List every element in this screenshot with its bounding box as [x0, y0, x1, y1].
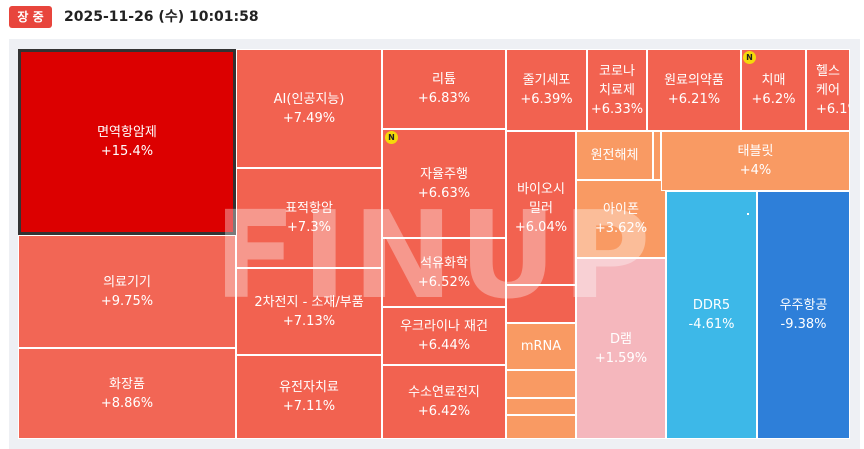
tile-ai[interactable]: AI(인공지능) +7.49% [236, 49, 382, 168]
tile-gene-therapy[interactable]: 유전자치료 +7.11% [236, 355, 382, 439]
tile-raw-pharma[interactable]: 원료의약품 +6.21% [647, 49, 741, 131]
tile-change: +9.75% [100, 293, 154, 309]
tile-change: +6.21% [667, 92, 721, 107]
tile-hydrogen-fuel-cell[interactable]: 수소연료전지 +6.42% [382, 365, 506, 439]
tile-label: 태블릿 [737, 144, 774, 159]
tile-change: +6.04% [514, 219, 568, 235]
tile-change: +15.4% [100, 144, 154, 159]
tile-label: D램 [610, 331, 632, 347]
tile-covid-treatment[interactable]: 코로나 치료제 +6.33% [587, 49, 647, 131]
tile-targeted-therapy[interactable]: 표적항암 +7.3% [236, 168, 382, 268]
tile-change: +7.49% [282, 110, 336, 126]
tile-change: -4.61% [688, 317, 735, 332]
tile-change: +6.83% [417, 91, 471, 106]
tile-label: 리튬 [432, 72, 456, 87]
tile-label: AI(인공지능) [273, 91, 345, 107]
tile-change: +7.3% [287, 220, 331, 235]
tile-change: +6.2% [751, 92, 796, 107]
tile-change: +1.59% [594, 350, 648, 366]
tile-label: 치매 [761, 73, 786, 88]
tile-medical-devices[interactable]: 의료기기 +9.75% [18, 235, 236, 348]
tile-change: +4% [739, 163, 772, 178]
tile-aerospace[interactable]: 우주항공 -9.38% [757, 191, 850, 439]
tile-ddr5[interactable]: DDR5 -4.61% [666, 191, 757, 439]
tile-small-orange-b[interactable] [506, 398, 576, 415]
tile-label: 자율주행 [420, 166, 468, 182]
header-bar: 장 중 2025-11-26 (수) 10:01:58 [0, 0, 864, 36]
tile-immuno-oncology[interactable]: 면역항암제 +15.4% [18, 49, 236, 235]
market-status-badge: 장 중 [9, 6, 52, 28]
tile-nuclear-decommission[interactable]: 원전해체 [576, 131, 653, 180]
tile-change: +6.33% [590, 101, 644, 117]
tile-tablet[interactable]: 태블릿 +4% [661, 131, 850, 191]
tile-biosimilar[interactable]: 바이오시밀러 +6.04% [506, 131, 576, 285]
new-badge-icon: N [743, 51, 756, 64]
tile-change: +7.11% [282, 399, 336, 414]
tile-label: 줄기세포 [522, 73, 571, 88]
tile-label: DDR5 [692, 298, 731, 313]
tile-iphone[interactable]: 아이폰 +3.62% [576, 180, 666, 258]
tile-dram[interactable]: D램 +1.59% [576, 258, 666, 439]
tile-label: 원료의약품 [664, 73, 724, 88]
tile-label: 헬스케어 [816, 63, 840, 98]
theme-treemap: 면역항암제 +15.4% 의료기기 +9.75% 화장품 +8.86% AI(인… [9, 39, 860, 449]
tile-stem-cell[interactable]: 줄기세포 +6.39% [506, 49, 587, 131]
tile-change: +7.13% [282, 313, 336, 329]
tile-small-orange-c[interactable] [506, 415, 576, 439]
tile-petrochemicals[interactable]: 석유화학 +6.52% [382, 238, 506, 307]
tile-change: +6.1% [816, 101, 849, 117]
tile-small-orange-d[interactable] [653, 131, 661, 180]
tile-healthcare[interactable]: 헬스케어 +6.1% [806, 49, 850, 131]
tile-change: +6.63% [417, 185, 471, 201]
tile-label: 의료기기 [103, 274, 151, 290]
tile-change: +3.62% [594, 221, 648, 236]
tile-label: 코로나 치료제 [599, 63, 635, 98]
tile-label: mRNA [520, 339, 562, 354]
tile-label: 바이오시밀러 [517, 181, 565, 216]
tile-label: 2차전지 - 소재/부품 [254, 294, 364, 310]
tile-lithium[interactable]: 리튬 +6.83% [382, 49, 506, 129]
tile-label: 석유화학 [420, 255, 468, 271]
tile-label: 수소연료전지 [408, 385, 480, 400]
tile-ukraine-rebuild[interactable]: 우크라이나 재건 +6.44% [382, 307, 506, 365]
tile-change: +6.42% [417, 404, 471, 419]
tile-label: 우크라이나 재건 [400, 319, 488, 334]
new-badge-icon: N [385, 131, 398, 144]
tile-label: 우주항공 [779, 298, 828, 313]
tile-change: +6.44% [417, 338, 471, 353]
tile-label: 표적항암 [285, 201, 333, 216]
tile-label: 유전자치료 [279, 380, 339, 395]
tile-cosmetics[interactable]: 화장품 +8.86% [18, 348, 236, 439]
tile-change: +6.39% [520, 92, 573, 107]
tile-secondary-battery[interactable]: 2차전지 - 소재/부품 +7.13% [236, 268, 382, 355]
tile-label: 화장품 [109, 376, 145, 392]
tile-mrna[interactable]: mRNA [506, 323, 576, 370]
tile-change: -9.38% [780, 317, 827, 332]
tile-label: 아이폰 [603, 202, 639, 217]
tile-small-red-a[interactable] [506, 285, 576, 323]
tile-change: +6.52% [417, 274, 471, 290]
tile-autonomous-driving[interactable]: 자율주행 +6.63% [382, 129, 506, 238]
tile-label: 면역항암제 [97, 125, 157, 140]
marker-dot [747, 213, 749, 215]
tile-change: +8.86% [100, 395, 154, 411]
tile-label: 원전해체 [590, 148, 639, 163]
timestamp: 2025-11-26 (수) 10:01:58 [64, 9, 259, 25]
tile-small-orange-a[interactable] [506, 370, 576, 398]
